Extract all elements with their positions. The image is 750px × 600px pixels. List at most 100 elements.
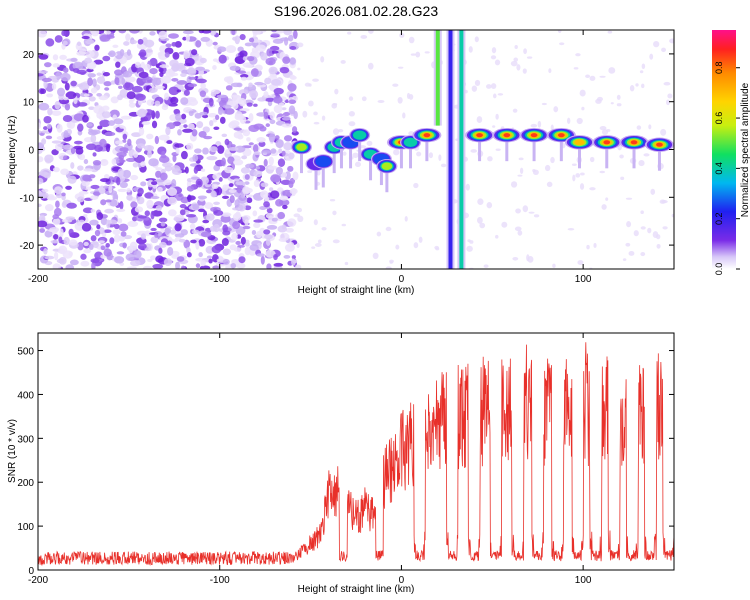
noise-speckle: [385, 226, 392, 232]
noise-speckle: [44, 255, 55, 260]
noise-speckle: [186, 252, 192, 258]
noise-speckle: [155, 170, 162, 178]
noise-speckle: [69, 259, 79, 266]
noise-speckle: [244, 42, 253, 47]
noise-speckle: [337, 128, 344, 133]
noise-speckle: [415, 51, 421, 58]
noise-speckle: [526, 254, 530, 262]
noise-speckle: [159, 155, 170, 163]
noise-speckle: [428, 152, 434, 159]
noise-speckle: [167, 246, 174, 256]
noise-speckle: [275, 139, 284, 149]
noise-speckle: [159, 172, 168, 181]
noise-speckle: [62, 96, 69, 101]
noise-speckle: [655, 234, 661, 240]
noise-speckle: [238, 97, 247, 107]
noise-speckle: [119, 49, 125, 57]
noise-speckle: [137, 108, 147, 118]
noise-speckle: [289, 46, 297, 50]
noise-speckle: [90, 235, 97, 242]
noise-speckle: [38, 73, 44, 77]
noise-speckle: [552, 263, 556, 269]
noise-speckle: [41, 77, 53, 83]
noise-speckle: [51, 149, 59, 156]
noise-speckle: [65, 264, 75, 269]
noise-speckle: [55, 192, 63, 199]
noise-speckle: [544, 164, 551, 172]
noise-speckle: [514, 44, 518, 50]
noise-speckle: [227, 156, 235, 165]
noise-speckle: [228, 188, 237, 194]
noise-speckle: [134, 206, 144, 213]
noise-speckle: [495, 234, 499, 239]
noise-speckle: [54, 100, 61, 110]
noise-speckle: [212, 64, 217, 70]
noise-speckle: [537, 120, 542, 128]
noise-speckle: [659, 199, 666, 204]
noise-speckle: [249, 90, 259, 99]
noise-speckle: [173, 108, 180, 115]
noise-speckle: [101, 111, 111, 119]
noise-speckle: [269, 119, 276, 125]
noise-speckle: [250, 68, 259, 77]
noise-speckle: [51, 110, 62, 117]
noise-speckle: [100, 254, 107, 259]
noise-speckle: [222, 248, 231, 256]
noise-speckle: [70, 80, 77, 87]
noise-speckle: [181, 113, 187, 120]
noise-speckle: [221, 212, 232, 217]
noise-speckle: [180, 209, 186, 216]
noise-speckle: [512, 108, 518, 113]
noise-speckle: [90, 209, 96, 213]
noise-speckle: [229, 195, 235, 204]
noise-speckle: [48, 228, 58, 233]
noise-speckle: [122, 133, 128, 140]
noise-speckle: [92, 78, 97, 87]
noise-speckle: [581, 106, 585, 111]
noise-speckle: [268, 215, 274, 223]
noise-speckle: [100, 199, 107, 206]
noise-speckle: [38, 156, 44, 163]
noise-speckle: [283, 112, 291, 117]
noise-speckle: [242, 129, 251, 137]
noise-speckle: [126, 194, 133, 201]
noise-speckle: [202, 176, 209, 185]
noise-speckle: [264, 234, 273, 240]
noise-speckle: [233, 159, 244, 166]
noise-speckle: [273, 104, 283, 114]
noise-speckle: [240, 236, 246, 245]
noise-speckle: [118, 159, 126, 163]
noise-speckle: [70, 162, 75, 169]
noise-speckle: [199, 265, 211, 269]
noise-speckle: [653, 40, 660, 48]
noise-speckle: [522, 68, 527, 74]
noise-speckle: [150, 210, 155, 220]
noise-speckle: [75, 147, 84, 155]
noise-speckle: [182, 36, 187, 41]
noise-speckle: [179, 124, 184, 130]
noise-speckle: [100, 217, 108, 226]
noise-speckle: [54, 186, 63, 194]
noise-speckle: [121, 77, 126, 86]
noise-speckle: [267, 165, 278, 170]
noise-speckle: [195, 240, 200, 250]
noise-speckle: [112, 229, 121, 236]
noise-speckle: [237, 202, 246, 212]
noise-speckle: [38, 54, 49, 60]
noise-speckle: [208, 112, 217, 118]
noise-speckle: [164, 92, 170, 101]
noise-speckle: [137, 215, 147, 219]
noise-speckle: [218, 54, 227, 64]
noise-speckle: [514, 226, 522, 232]
noise-speckle: [126, 187, 131, 193]
noise-speckle: [154, 85, 165, 90]
noise-speckle: [285, 227, 294, 233]
noise-speckle: [288, 241, 295, 248]
noise-speckle: [259, 205, 267, 211]
noise-speckle: [234, 56, 246, 65]
noise-speckle: [202, 126, 210, 133]
noise-speckle: [105, 199, 112, 203]
track-blob: [381, 162, 393, 171]
noise-speckle: [123, 82, 134, 91]
noise-speckle: [114, 140, 124, 145]
